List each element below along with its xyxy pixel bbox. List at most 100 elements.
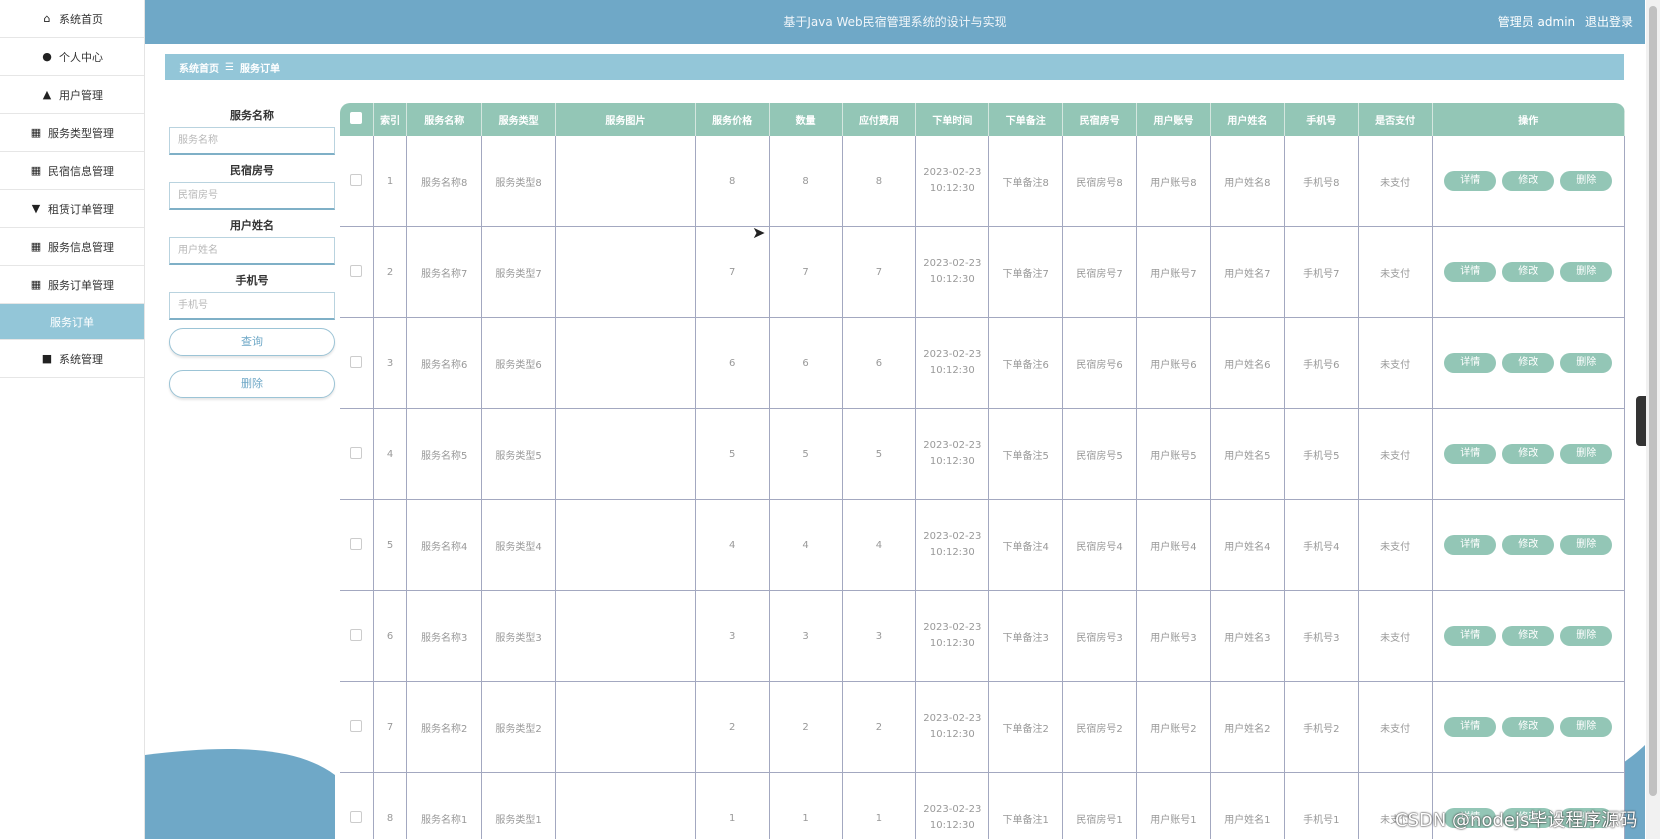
sidebar-item-label: 民宿信息管理 <box>48 164 114 178</box>
detail-button[interactable]: 详情 <box>1444 535 1497 555</box>
detail-button[interactable]: 详情 <box>1444 444 1497 464</box>
edit-button[interactable]: 修改 <box>1502 262 1555 282</box>
delete-button[interactable]: 删除 <box>1560 171 1613 191</box>
scrollbar-thumb[interactable] <box>1649 6 1657 796</box>
breadcrumb: 系统首页 ☰ 服务订单 <box>165 54 1624 80</box>
cell-phone: 手机号4 <box>1284 499 1359 591</box>
delete-button[interactable]: 删除 <box>1560 717 1613 737</box>
actions-cell: 详情 修改 删除 <box>1432 226 1625 318</box>
delete-button[interactable]: 删除 <box>1560 535 1613 555</box>
sidebar-item-label: 服务订单管理 <box>48 278 114 292</box>
sidebar-item-8[interactable]: 服务订单 <box>0 304 144 340</box>
sidebar-item-5[interactable]: ▼ 租赁订单管理 <box>0 190 144 228</box>
cell-phone: 手机号2 <box>1284 681 1359 773</box>
admin-label: 管理员 admin <box>1497 15 1576 29</box>
row-checkbox[interactable] <box>350 446 363 459</box>
cell-uname: 用户姓名2 <box>1210 681 1285 773</box>
cell-room: 民宿房号6 <box>1062 317 1138 409</box>
select-all-checkbox[interactable] <box>350 112 363 124</box>
cell-note: 下单备注2 <box>988 681 1064 773</box>
edit-button[interactable]: 修改 <box>1502 171 1555 191</box>
delete-button[interactable]: 删除 <box>1560 626 1613 646</box>
edit-button[interactable]: 修改 <box>1502 626 1555 646</box>
cell-qty: 3 <box>769 590 843 682</box>
edit-button[interactable]: 修改 <box>1502 535 1555 555</box>
batch-delete-button[interactable]: 删除 <box>169 370 335 398</box>
order-date: 2023-02-23 <box>923 622 982 633</box>
cell-img <box>555 408 696 500</box>
cell-idx: 8 <box>373 772 408 839</box>
cell-phone: 手机号7 <box>1284 226 1359 318</box>
row-checkbox[interactable] <box>350 810 363 823</box>
delete-button[interactable]: 删除 <box>1560 444 1613 464</box>
delete-button[interactable]: 删除 <box>1560 808 1613 828</box>
cell-room: 民宿房号3 <box>1062 590 1138 682</box>
room-number-input[interactable] <box>169 182 335 210</box>
sidebar-item-label: 系统管理 <box>59 352 103 366</box>
sidebar-item-2[interactable]: ▲ 用户管理 <box>0 76 144 114</box>
cell-paid: 未支付 <box>1358 226 1433 318</box>
detail-button[interactable]: 详情 <box>1444 262 1497 282</box>
edit-button[interactable]: 修改 <box>1502 717 1555 737</box>
row-checkbox[interactable] <box>350 628 363 641</box>
detail-button[interactable]: 详情 <box>1444 171 1497 191</box>
table-row: 3 服务名称6 服务类型6 6 6 6 2023-02-23 10:12:30 下单备注6 民宿房… <box>340 317 1625 409</box>
user-name-input[interactable] <box>169 237 335 265</box>
sidebar-item-label: 服务信息管理 <box>48 240 114 254</box>
actions-cell: 详情 修改 删除 <box>1432 681 1625 773</box>
row-checkbox[interactable] <box>350 719 363 732</box>
order-date: 2023-02-23 <box>923 531 982 542</box>
column-header: 服务类型 <box>481 103 557 136</box>
table-row: 2 服务名称7 服务类型7 7 7 7 2023-02-23 10:12:30 下单备注7 民宿房… <box>340 226 1625 318</box>
delete-button[interactable]: 删除 <box>1560 262 1613 282</box>
cell-uname: 用户姓名8 <box>1210 136 1285 227</box>
detail-button[interactable]: 详情 <box>1444 717 1497 737</box>
cell-qty: 4 <box>769 499 843 591</box>
sidebar-item-0[interactable]: ⌂ 系统首页 <box>0 0 144 38</box>
sidebar-item-9[interactable]: ■ 系统管理 <box>0 340 144 378</box>
order-time-cell: 2023-02-23 10:12:30 <box>915 136 990 227</box>
row-checkbox[interactable] <box>350 173 363 186</box>
cell-uname: 用户姓名7 <box>1210 226 1285 318</box>
cell-img <box>555 772 696 839</box>
sidebar-item-3[interactable]: ▦ 服务类型管理 <box>0 114 144 152</box>
cell-phone: 手机号6 <box>1284 317 1359 409</box>
row-select-cell <box>340 136 374 227</box>
column-header: 下单时间 <box>915 103 990 136</box>
query-button[interactable]: 查询 <box>169 328 335 356</box>
cell-phone: 手机号5 <box>1284 408 1359 500</box>
sidebar: ⌂ 系统首页 ● 个人中心 ▲ 用户管理 ▦ 服务类型管理 ▦ 民宿信息管理 ▼ 租赁订单管理 ▦ 服务信… <box>0 0 145 839</box>
sidebar-item-6[interactable]: ▦ 服务信息管理 <box>0 228 144 266</box>
cell-idx: 7 <box>373 681 408 773</box>
sidebar-item-7[interactable]: ▦ 服务订单管理 <box>0 266 144 304</box>
cell-qty: 6 <box>769 317 843 409</box>
room-number-label: 民宿房号 <box>230 164 274 177</box>
page-scrollbar[interactable] <box>1646 0 1660 839</box>
phone-input[interactable] <box>169 292 335 320</box>
cell-price: 4 <box>695 499 770 591</box>
service-name-input[interactable] <box>169 127 335 155</box>
edit-button[interactable]: 修改 <box>1502 353 1555 373</box>
logout-link[interactable]: 退出登录 <box>1584 15 1633 29</box>
edit-button[interactable]: 修改 <box>1502 808 1555 828</box>
column-header: 手机号 <box>1284 103 1359 136</box>
cell-room: 民宿房号7 <box>1062 226 1138 318</box>
edit-button[interactable]: 修改 <box>1502 444 1555 464</box>
sidebar-item-4[interactable]: ▦ 民宿信息管理 <box>0 152 144 190</box>
cell-price: 6 <box>695 317 770 409</box>
detail-button[interactable]: 详情 <box>1444 626 1497 646</box>
row-checkbox[interactable] <box>350 264 363 277</box>
table-row: 1 服务名称8 服务类型8 8 8 8 2023-02-23 10:12:30 下单备注8 民宿房… <box>340 136 1625 227</box>
row-checkbox[interactable] <box>350 537 363 550</box>
detail-button[interactable]: 详情 <box>1444 808 1497 828</box>
sidebar-item-1[interactable]: ● 个人中心 <box>0 38 144 76</box>
delete-button[interactable]: 删除 <box>1560 353 1613 373</box>
column-header: 是否支付 <box>1358 103 1433 136</box>
breadcrumb-home[interactable]: 系统首页 <box>179 63 219 75</box>
cell-idx: 2 <box>373 226 408 318</box>
row-checkbox[interactable] <box>350 355 363 368</box>
cell-img <box>555 136 696 227</box>
order-time-cell: 2023-02-23 10:12:30 <box>915 408 990 500</box>
detail-button[interactable]: 详情 <box>1444 353 1497 373</box>
order-date: 2023-02-23 <box>923 349 982 360</box>
